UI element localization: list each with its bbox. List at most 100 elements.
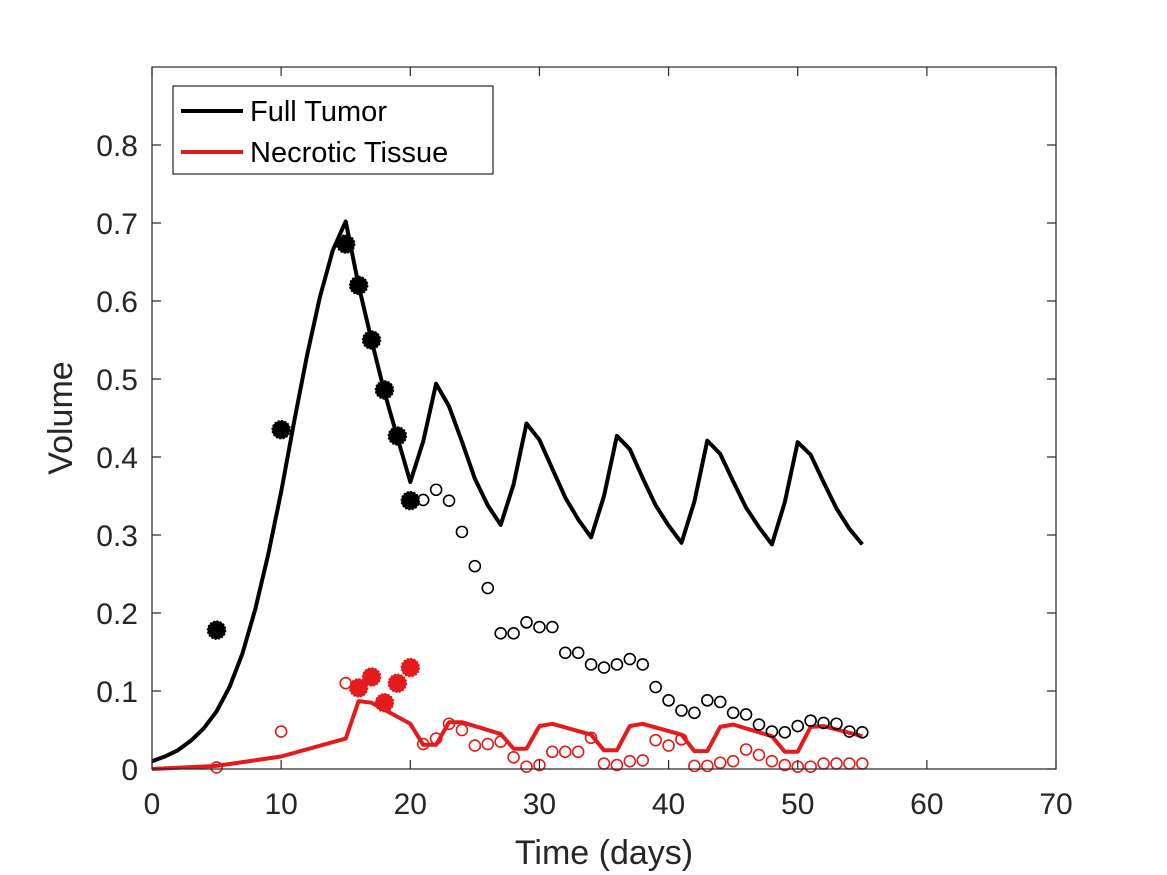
data-point-open [558,646,572,660]
data-point-filled [400,490,421,511]
x-tick-label: 20 [394,788,427,821]
data-point-open [752,748,766,762]
y-tick-label: 0.4 [96,442,138,475]
data-point-open [597,661,611,674]
data-point-open [429,732,443,745]
data-point-filled [374,692,395,713]
data-point-open [533,758,546,772]
data-point-open [416,737,430,751]
data-point-open [210,761,223,774]
full-tumor-data-fitted-markers [206,234,421,640]
data-point-open [584,658,598,671]
data-point-open [507,750,520,764]
data-point-open [468,739,482,752]
data-point-open [804,714,817,727]
data-point-open [481,581,495,595]
data-point-open [623,652,637,666]
data-point-open [468,559,482,573]
data-point-open [726,754,740,768]
data-point-open [558,745,572,759]
data-point-open [636,658,650,671]
data-point-open [494,735,507,749]
data-point-open [701,759,714,773]
legend: Full Tumor Necrotic Tissue [172,85,494,175]
ticks-layer: 0 10 20 30 40 50 60 70 0 0.1 0.2 0.3 0.4 0.5 0.6 0.7 0.8 [96,67,1073,821]
y-tick-label: 0.2 [96,598,138,631]
data-point-open [442,494,456,507]
full-tumor-data-validation-markers [416,483,869,739]
data-point-filled [361,667,382,687]
data-point-open [520,616,533,629]
data-point-open [623,754,637,768]
necrotic-tissue-data-validation-markers [210,676,869,774]
data-point-open [533,620,546,634]
data-point-open [274,725,288,738]
data-point-open [455,525,469,539]
axes-box [151,66,1057,770]
y-tick-label: 0.3 [96,520,138,553]
data-point-filled [348,678,369,698]
data-point-open [662,739,675,752]
data-point-open [610,758,624,772]
data-point-open [649,733,662,747]
x-tick-label: 50 [781,788,814,821]
data-point-open [442,717,456,731]
data-point-open [494,626,507,640]
data-point-filled [387,426,408,446]
data-point-filled [271,419,291,440]
data-point-open [726,706,740,720]
data-point-open [804,760,817,773]
data-point-open [675,733,688,746]
data-point-open [662,694,675,707]
data-point-open [688,759,701,773]
x-tick-label: 60 [910,788,943,821]
data-point-filled [335,234,356,254]
y-tick-label: 0.5 [96,364,138,397]
y-tick-label: 0 [121,754,138,787]
full-tumor-line [151,219,864,764]
data-point-open [584,731,598,745]
data-point-open [688,706,701,720]
data-point-open [739,708,753,721]
data-point-filled [348,275,369,296]
data-point-open [636,754,650,767]
legend-full-tumor-label: Full Tumor [250,96,387,128]
y-axis-label: Volume [42,361,80,474]
plot-area [152,67,1056,769]
data-point-open [778,726,792,739]
data-point-open [843,725,856,738]
data-point-open [752,718,766,731]
y-tick-label: 0.6 [96,286,138,319]
data-point-open [546,745,559,759]
x-tick-label: 10 [264,788,297,821]
x-tick-label: 40 [652,788,685,821]
x-tick-label: 70 [1039,788,1072,821]
data-point-open [675,704,688,717]
data-point-open [455,723,469,737]
data-point-open [778,758,792,772]
data-point-open [649,680,662,694]
y-tick-label: 0.7 [96,208,138,241]
data-point-open [765,754,779,768]
data-point-open [546,620,559,634]
data-point-open [571,646,585,660]
y-tick-label: 0.8 [96,130,138,163]
data-point-filled [361,330,382,350]
data-point-open [520,760,533,773]
data-point-open [571,745,585,759]
data-point-open [817,716,830,730]
data-point-open [765,725,779,738]
series-layer [151,219,869,774]
data-point-open [791,719,805,733]
data-point-open [830,717,843,731]
data-point-filled [400,657,421,678]
data-point-open [610,658,624,671]
necrotic-tissue-data-fitted-markers [348,657,421,713]
legend-necrotic-label: Necrotic Tissue [250,137,448,169]
data-point-open [855,726,869,739]
data-point-filled [374,380,395,400]
data-point-open [429,483,443,497]
legend-box [172,85,494,175]
x-tick-label: 30 [523,788,556,821]
